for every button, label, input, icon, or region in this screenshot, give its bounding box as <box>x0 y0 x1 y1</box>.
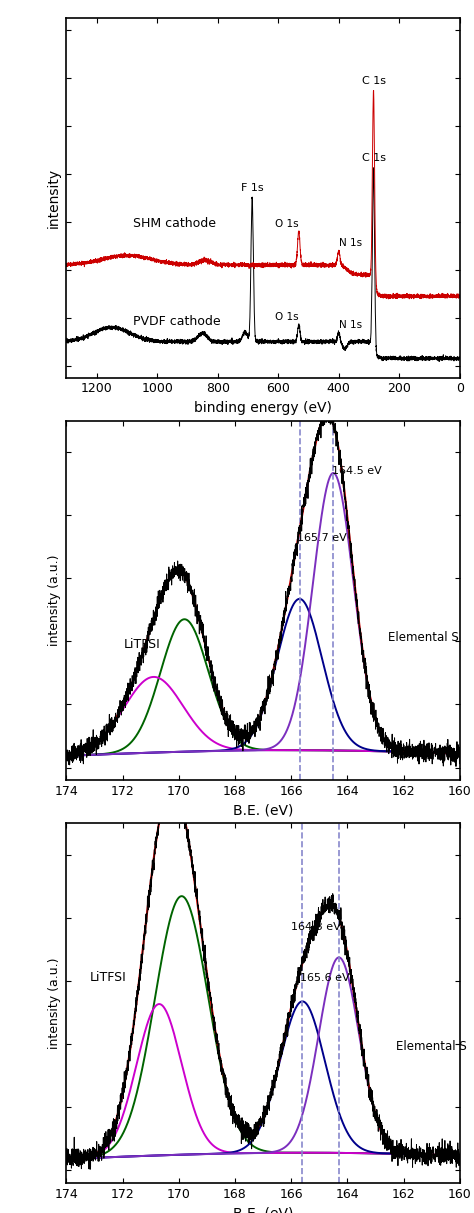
Text: C 1s: C 1s <box>362 153 385 163</box>
Text: N 1s: N 1s <box>339 239 362 249</box>
Text: (b): (b) <box>251 831 275 845</box>
Text: O 1s: O 1s <box>275 220 299 229</box>
Text: (a): (a) <box>251 421 275 435</box>
Text: C 1s: C 1s <box>362 75 385 86</box>
Text: LiTFSI: LiTFSI <box>90 970 127 984</box>
Y-axis label: intensity (a.u.): intensity (a.u.) <box>48 554 61 647</box>
Text: 164.3 eV: 164.3 eV <box>291 922 340 933</box>
Text: O 1s: O 1s <box>275 313 299 323</box>
Y-axis label: intensity: intensity <box>47 167 61 228</box>
X-axis label: B.E. (eV): B.E. (eV) <box>233 1206 293 1213</box>
Text: 165.7 eV: 165.7 eV <box>297 533 346 542</box>
Text: Elemental S: Elemental S <box>396 1041 467 1053</box>
Text: Elemental S: Elemental S <box>388 632 459 644</box>
Text: 165.6 eV: 165.6 eV <box>300 973 349 983</box>
Text: LiTFSI: LiTFSI <box>124 638 161 650</box>
X-axis label: binding energy (eV): binding energy (eV) <box>194 402 332 415</box>
Text: SHM cathode: SHM cathode <box>133 217 216 229</box>
Text: PVDF cathode: PVDF cathode <box>133 315 220 328</box>
Y-axis label: intensity (a.u.): intensity (a.u.) <box>48 957 61 1049</box>
Text: N 1s: N 1s <box>339 320 362 330</box>
X-axis label: B.E. (eV): B.E. (eV) <box>233 803 293 818</box>
Text: F 1s: F 1s <box>241 183 264 193</box>
Text: 164.5 eV: 164.5 eV <box>332 466 382 477</box>
